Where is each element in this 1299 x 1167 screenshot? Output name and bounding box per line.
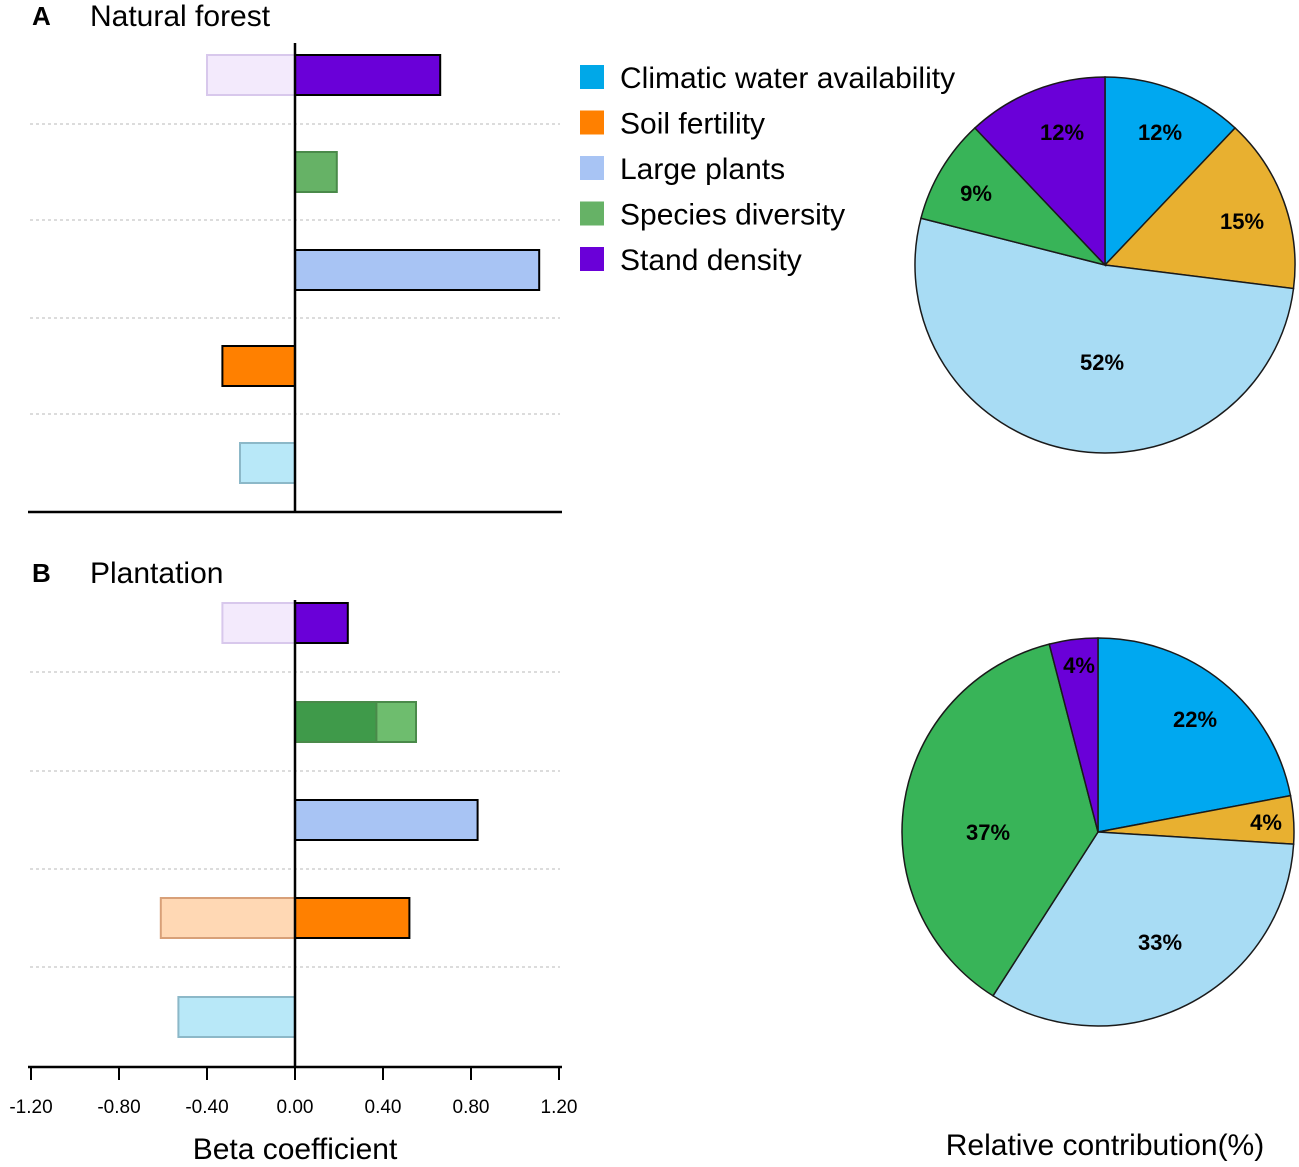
panel-a-letter: A	[32, 1, 51, 31]
panel-b-letter: B	[32, 558, 51, 588]
bar-a-stand-density-indirect	[206, 54, 296, 96]
bar-a-species-diversity-direct	[294, 151, 338, 193]
x-tick-label: 0.00	[277, 1097, 314, 1118]
pie-label-b-species-diversity: 37%	[966, 820, 1010, 845]
pie-label-b-large-plants: 33%	[1138, 930, 1182, 955]
panel-a-title: Natural forest	[90, 0, 271, 33]
pie-chart-natural-forest: 12% 15% 52% 9% 12%	[914, 76, 1296, 454]
pie-slice-a-stand-density	[973, 76, 1106, 267]
legend-swatch-climatic-water-availability	[580, 65, 604, 89]
bar-b-climatic-water-availability-indirect	[177, 996, 296, 1038]
pie-label-a-species-diversity: 9%	[960, 181, 992, 206]
legend-label-large-plants: Large plants	[620, 153, 785, 186]
pie-axis-title: Relative contribution(%)	[946, 1129, 1264, 1162]
x-tick-label: -1.20	[9, 1097, 52, 1118]
pie-label-a-stand-density: 12%	[1040, 120, 1084, 145]
x-tick-label: 0.80	[453, 1097, 490, 1118]
bar-x-axis-title: Beta coefficient	[193, 1133, 398, 1166]
legend-swatch-large-plants	[580, 156, 604, 180]
pie-slice-a-species-diversity	[920, 126, 1108, 267]
legend-swatch-stand-density	[580, 247, 604, 271]
pie-chart-plantation: 22% 4% 33% 37% 4%	[901, 637, 1295, 1027]
legend-swatch-species-diversity	[580, 201, 604, 226]
x-tick-label: -0.40	[185, 1097, 228, 1118]
bar-a-stand-density-direct	[294, 54, 442, 96]
pie-label-b-stand-density: 4%	[1063, 653, 1095, 678]
bar-a-soil-fertility-direct	[221, 345, 296, 387]
bar-a-climatic-water-availability-indirect	[239, 442, 296, 484]
legend-label-species-diversity: Species diversity	[620, 199, 845, 232]
pie-slice-b-stand-density	[1048, 637, 1099, 833]
panel-b-title: Plantation	[90, 557, 223, 590]
legend-label-soil-fertility: Soil fertility	[620, 108, 765, 141]
bar-b-large-plants-direct	[294, 799, 479, 841]
pie-label-a-large-plants: 52%	[1080, 350, 1124, 375]
bar-b-soil-fertility-direct	[294, 897, 411, 939]
legend-label-climatic-water-availability: Climatic water availability	[620, 62, 955, 95]
pie-label-a-climatic-water-availability: 12%	[1138, 120, 1182, 145]
bar-b-species-diversity-direct	[294, 701, 378, 743]
pie-slice-a-soil-fertility	[1103, 126, 1296, 290]
pie-label-a-soil-fertility: 15%	[1220, 209, 1264, 234]
legend-swatch-soil-fertility	[580, 110, 604, 135]
x-tick-label: -0.80	[97, 1097, 140, 1118]
bar-chart-natural-forest	[28, 43, 562, 514]
bar-b-stand-density-direct	[294, 602, 349, 644]
legend: Climatic water availability Soil fertilit…	[580, 62, 955, 277]
bar-x-axis: -1.20 -0.80 -0.40 0.00 0.40 0.80 1.20	[9, 1067, 577, 1118]
pie-slice-a-large-plants	[914, 217, 1295, 454]
pie-slice-b-climatic-water-availability	[1097, 637, 1292, 833]
pie-label-b-soil-fertility: 4%	[1250, 810, 1282, 835]
bar-chart-plantation	[28, 600, 562, 1069]
pie-slice-a-climatic-water-availability	[1104, 76, 1237, 267]
bar-b-soil-fertility-indirect	[159, 897, 296, 939]
legend-label-stand-density: Stand density	[620, 244, 802, 277]
x-tick-label: 1.20	[541, 1097, 578, 1118]
bar-a-large-plants-direct	[294, 249, 541, 291]
x-tick-label: 0.40	[365, 1097, 402, 1118]
bar-b-stand-density-indirect	[221, 602, 296, 644]
pie-label-b-climatic-water-availability: 22%	[1173, 707, 1217, 732]
pie-slice-b-species-diversity	[901, 643, 1099, 997]
pie-slice-b-large-plants	[991, 831, 1295, 1027]
